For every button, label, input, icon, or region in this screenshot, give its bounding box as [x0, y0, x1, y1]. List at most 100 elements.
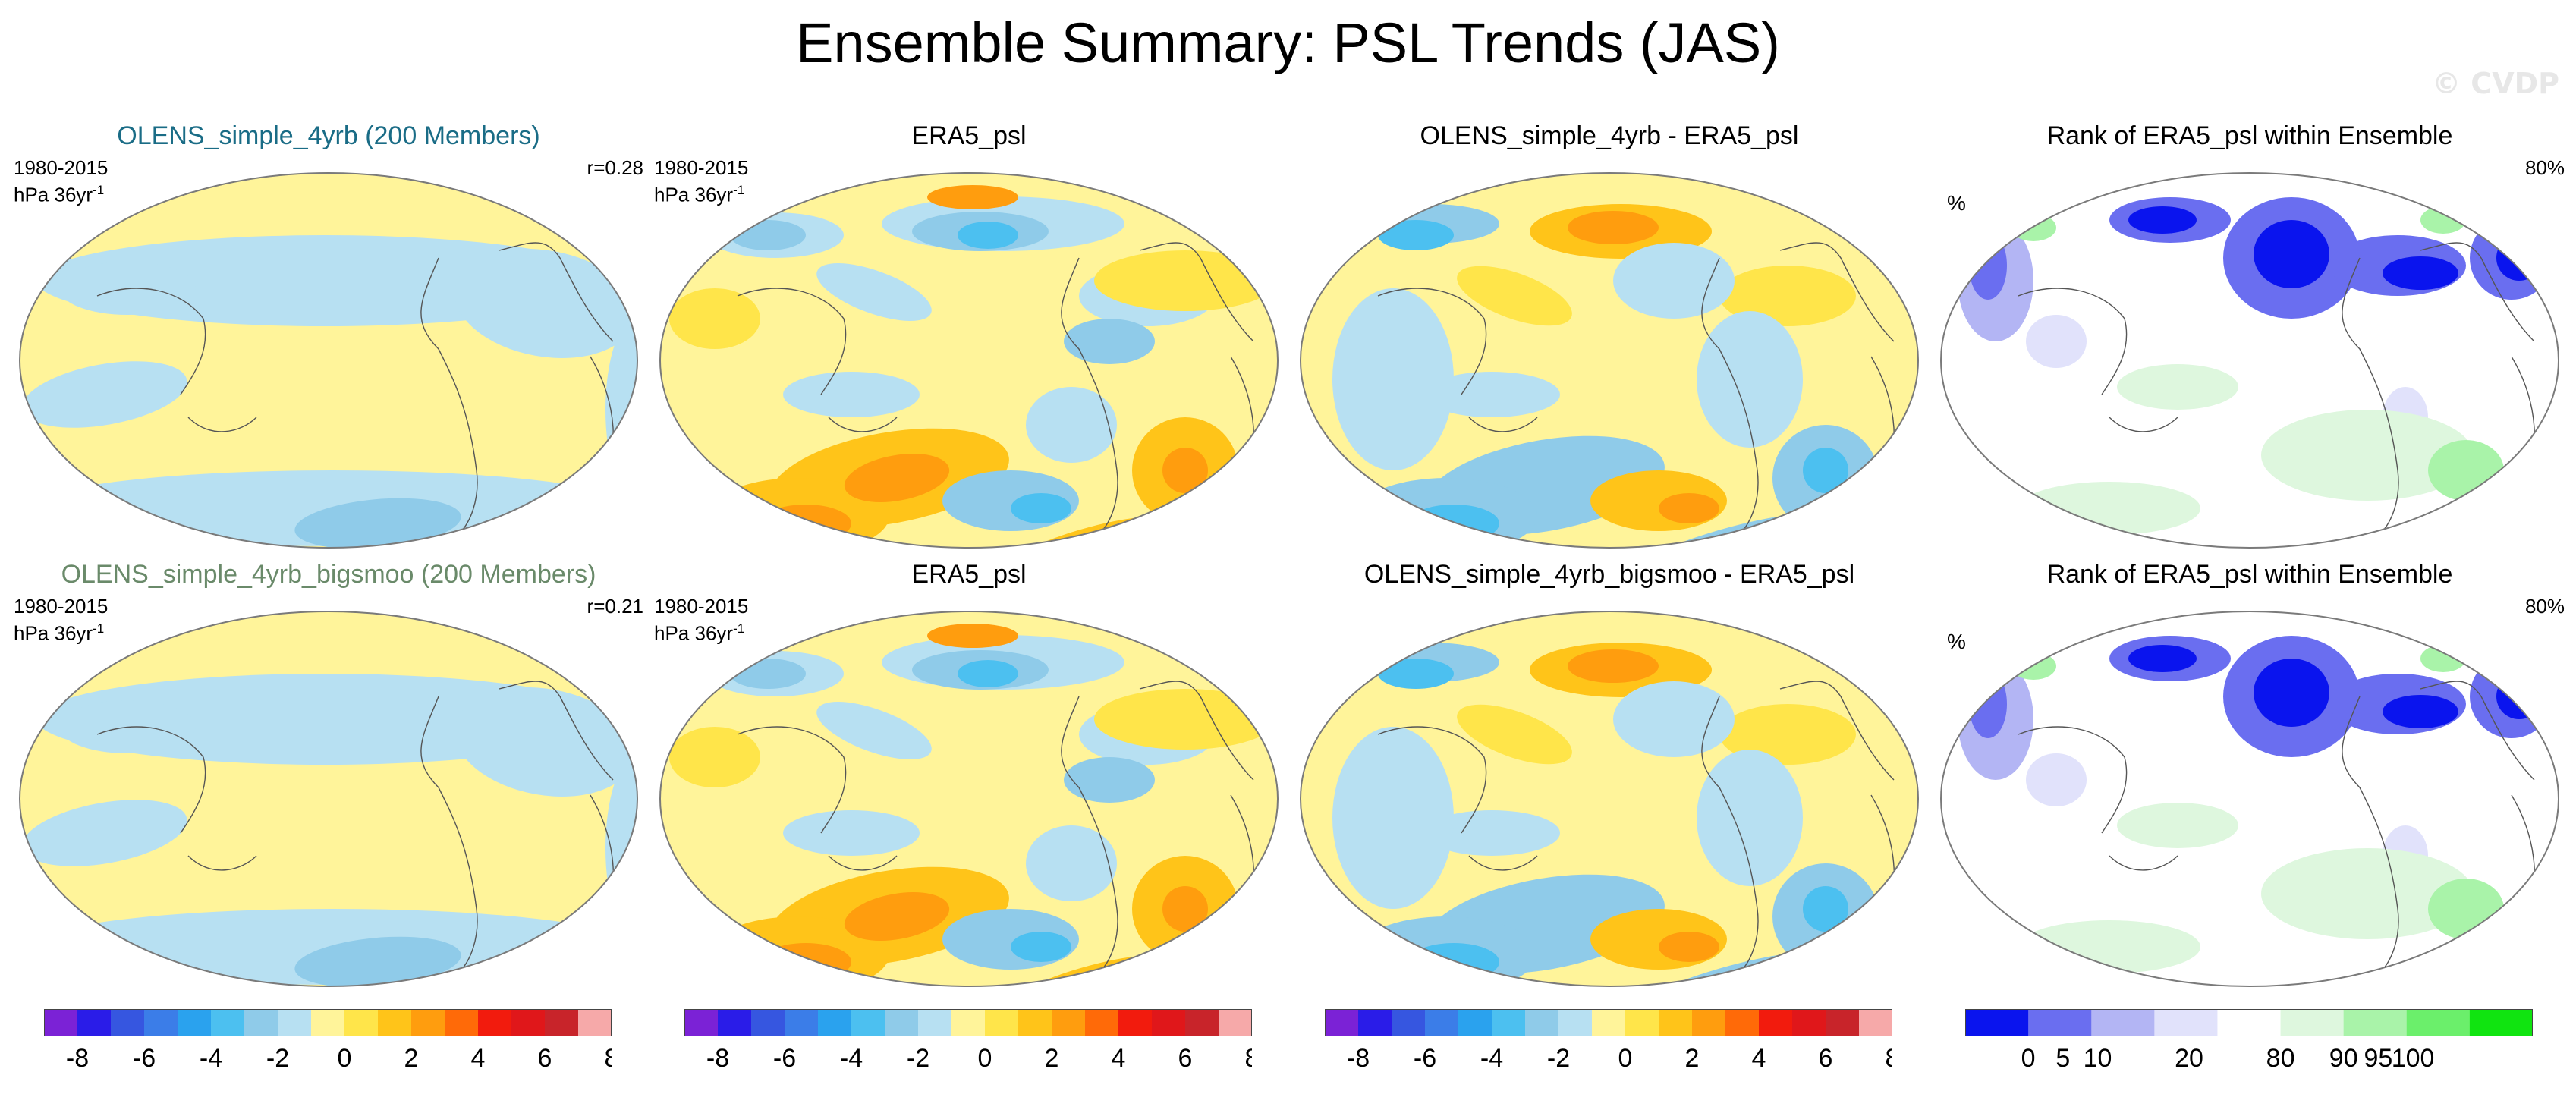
map-field [20, 611, 637, 986]
field-contour [1011, 932, 1071, 962]
field-contour [1969, 231, 2007, 300]
map-field [660, 611, 1278, 986]
colorbar-swatch [77, 1009, 112, 1036]
colorbar-swatch [1185, 1009, 1219, 1036]
world-map [659, 172, 1279, 549]
colorbar-tick-label: -4 [840, 1044, 863, 1073]
colorbar-tick-label: -6 [1414, 1044, 1436, 1073]
field-contour [2428, 879, 2504, 939]
colorbar-swatch [1118, 1009, 1153, 1036]
field-contour [1378, 220, 1454, 250]
field-contour [1969, 670, 2007, 738]
colorbar-swatch [1826, 1009, 1860, 1036]
field-contour [1719, 266, 1856, 326]
field-contour [2026, 315, 2087, 368]
colorbar-swatch [1692, 1009, 1726, 1036]
map-outline [1940, 611, 2559, 987]
colorbar-swatch [244, 1009, 278, 1036]
colorbar-4: 0 5 10 20 80 90 95 100 [1965, 1009, 2533, 1085]
field-contour [2470, 655, 2553, 738]
colorbar-swatch [1458, 1009, 1492, 1036]
map-field [1301, 173, 1918, 548]
panel-title: OLENS_simple_4yrb_bigsmoo (200 Members) [61, 560, 596, 589]
colorbar-swatch [951, 1009, 986, 1036]
field-contour [1026, 387, 1117, 463]
colorbar-swatch [1358, 1009, 1392, 1036]
panel-title: OLENS_simple_4yrb - ERA5_psl [1420, 121, 1799, 150]
colorbar-tick-label: -4 [200, 1044, 222, 1073]
field-contour [454, 687, 635, 797]
colorbar-tick-label: -2 [1547, 1044, 1570, 1073]
field-contour [2254, 659, 2329, 727]
panel-title: ERA5_psl [911, 560, 1027, 589]
field-contour [1803, 448, 1848, 493]
colorbar-tick-label: 6 [1178, 1044, 1193, 1073]
field-contour [22, 800, 187, 866]
period-units-label: 1980-2015 hPa 36yr-1 [14, 595, 108, 645]
field-contour [730, 220, 806, 250]
world-map [1940, 611, 2559, 987]
colorbar-swatch [344, 1009, 379, 1036]
colorbar-swatch [178, 1009, 212, 1036]
colorbar-swatch [2028, 1009, 2092, 1036]
units-label: hPa 36yr-1 [654, 621, 745, 645]
field-contour [730, 659, 806, 689]
panel-r1-c4: Rank of ERA5_psl within Ensemble% 80% [1935, 121, 2565, 554]
field-contour [294, 498, 461, 548]
coastlines [96, 242, 615, 539]
colorbar-swatch [311, 1009, 345, 1036]
field-contour [2117, 803, 2238, 848]
colorbar-tick-label: -8 [66, 1044, 89, 1073]
panel-r1-c1: OLENS_simple_4yrb (200 Members) 1980-2015… [14, 121, 643, 554]
colorbar-swatch [445, 1009, 479, 1036]
colorbar-swatch [1492, 1009, 1526, 1036]
colorbar-tick-label: 100 [2392, 1044, 2435, 1073]
colorbar-tick-label: 90 [2329, 1044, 2358, 1073]
field-contour [2254, 220, 2329, 288]
colorbar-swatch [1425, 1009, 1459, 1036]
colorbar-swatch [278, 1009, 312, 1036]
field-contour [760, 505, 851, 542]
colorbar-swatch [2091, 1009, 2155, 1036]
units-exponent: -1 [93, 621, 105, 636]
colorbar-swatch [818, 1009, 852, 1036]
colorbar-swatch [1759, 1009, 1793, 1036]
colorbar-2: -8 -6 -4 -2 0 2 4 6 8 [684, 1009, 1252, 1085]
colorbar-tick-label: 8 [605, 1044, 612, 1073]
period-units-label: 1980-2015 hPa 36yr-1 [654, 156, 748, 206]
colorbar-swatch [211, 1009, 245, 1036]
colorbar-tick-label: -8 [1347, 1044, 1370, 1073]
colorbar-swatch [1625, 1009, 1659, 1036]
field-contour [1613, 681, 1735, 757]
colorbar-swatch [885, 1009, 919, 1036]
colorbar-swatch [1219, 1009, 1252, 1036]
period-label: 1980-2015 [14, 595, 109, 618]
colorbar-swatch [918, 1009, 952, 1036]
field-contour [1457, 704, 1572, 765]
colorbar-tick-label: -2 [266, 1044, 289, 1073]
field-contour [2261, 410, 2474, 501]
colorbar-tick-label: 5 [2055, 1044, 2070, 1073]
world-map [19, 611, 638, 987]
percent-label: % [1947, 191, 1966, 215]
units-exponent: -1 [733, 183, 745, 197]
colorbar-frame [1325, 1009, 1892, 1036]
colorbar-tick-label: 20 [2175, 1044, 2203, 1073]
colorbar-swatch [1725, 1009, 1760, 1036]
field-contour [1332, 727, 1454, 909]
rank-percent-label: 80% [2524, 156, 2565, 179]
units-label: hPa 36yr-1 [14, 621, 105, 645]
field-contour [1332, 288, 1454, 470]
field-contour [2128, 206, 2197, 234]
field-contour [1094, 689, 1276, 750]
colorbar-swatch [1018, 1009, 1052, 1036]
field-contour [1803, 886, 1848, 932]
field-contour [1064, 319, 1155, 364]
colorbar-tick-label: 8 [1245, 1044, 1252, 1073]
field-contour [2420, 206, 2466, 234]
panel-title: Rank of ERA5_psl within Ensemble [2046, 121, 2453, 150]
field-contour [1659, 493, 1719, 523]
colorbar-swatch [1965, 1009, 2029, 1036]
colorbar-swatch [684, 1009, 719, 1036]
field-contour [1697, 311, 1803, 448]
